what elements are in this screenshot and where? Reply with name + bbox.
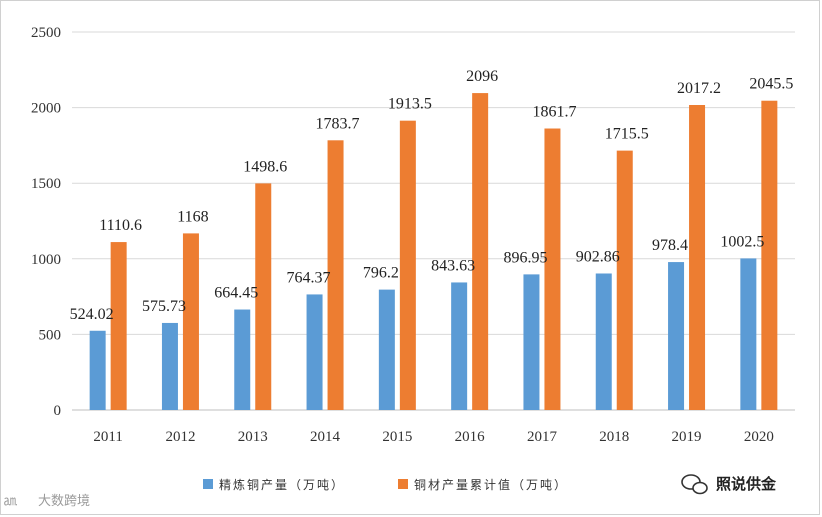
- bar-refined-copper: [595, 273, 612, 410]
- bars: [89, 93, 778, 410]
- y-tick-label: 1000: [31, 252, 61, 268]
- data-label-refined-copper: 843.63: [431, 257, 475, 274]
- watermark-left: ㏂ 大数跨境: [4, 494, 90, 509]
- y-tick-label: 0: [54, 403, 62, 419]
- data-label-copper-material: 1498.6: [243, 158, 287, 175]
- data-labels: 524.02 1110.6 575.73 1168 664.45 1498.6 764.37…: [70, 68, 794, 323]
- data-label-refined-copper: 1002.5: [720, 233, 764, 250]
- y-tick-label: 1500: [31, 176, 61, 192]
- bar-copper-material: [110, 242, 127, 410]
- x-axis-ticks: 2011 2012 2013 2014 2015 2016 2017 2018 2019 2020: [93, 429, 773, 445]
- bar-refined-copper: [451, 282, 468, 410]
- data-label-copper-material: 1913.5: [388, 96, 432, 113]
- bar-refined-copper: [306, 294, 323, 410]
- data-label-refined-copper: 796.2: [363, 265, 399, 282]
- data-label-refined-copper: 896.95: [503, 249, 547, 266]
- x-tick-label: 2018: [599, 429, 629, 445]
- x-tick-label: 2011: [93, 429, 122, 445]
- bar-refined-copper: [523, 274, 540, 410]
- data-label-refined-copper: 978.4: [652, 237, 688, 254]
- y-tick-label: 2000: [31, 101, 61, 117]
- bar-copper-material: [616, 150, 633, 410]
- data-label-refined-copper: 664.45: [214, 285, 258, 302]
- bar-refined-copper: [378, 289, 395, 410]
- watermark-logo-icon: ㏂: [4, 494, 17, 509]
- data-label-copper-material: 1861.7: [532, 104, 576, 121]
- data-label-copper-material: 1783.7: [316, 115, 360, 132]
- x-tick-label: 2019: [672, 429, 702, 445]
- data-label-copper-material: 2045.5: [749, 76, 793, 93]
- x-tick-label: 2014: [310, 429, 341, 445]
- bar-copper-material: [544, 128, 561, 410]
- bar-refined-copper: [740, 258, 757, 410]
- y-axis-ticks: 0 500 1000 1500 2000 2500: [31, 25, 61, 419]
- bar-copper-material: [327, 140, 344, 410]
- data-label-copper-material: 2017.2: [677, 80, 721, 97]
- data-label-refined-copper: 902.86: [576, 248, 620, 265]
- wechat-icon: [681, 474, 708, 495]
- legend: 精炼铜产量（万吨） 铜材产量累计值（万吨）: [203, 477, 568, 492]
- bar-refined-copper: [234, 309, 251, 410]
- x-tick-label: 2012: [165, 429, 195, 445]
- bar-copper-material: [182, 233, 199, 410]
- x-tick-label: 2016: [455, 429, 486, 445]
- data-label-refined-copper: 764.37: [287, 269, 331, 286]
- bar-refined-copper: [668, 262, 685, 410]
- bar-copper-material: [761, 100, 778, 410]
- watermark-right: 照说供金: [681, 474, 777, 495]
- bar-copper-material: [689, 104, 706, 410]
- bar-copper-material: [255, 183, 272, 410]
- data-label-copper-material: 1110.6: [99, 217, 142, 234]
- bar-refined-copper: [89, 330, 106, 410]
- data-label-copper-material: 2096: [466, 68, 498, 85]
- x-tick-label: 2015: [382, 429, 412, 445]
- legend-label-copper-material: 铜材产量累计值（万吨）: [414, 477, 568, 492]
- legend-swatch-copper-material: [398, 479, 408, 489]
- data-label-refined-copper: 575.73: [142, 298, 186, 315]
- bar-refined-copper: [161, 322, 178, 410]
- legend-label-refined-copper: 精炼铜产量（万吨）: [219, 477, 345, 492]
- x-tick-label: 2020: [744, 429, 774, 445]
- data-label-refined-copper: 524.02: [70, 306, 114, 323]
- legend-swatch-refined-copper: [203, 479, 213, 489]
- data-label-copper-material: 1715.5: [605, 126, 649, 143]
- bar-copper-material: [472, 93, 489, 410]
- x-tick-label: 2017: [527, 429, 558, 445]
- bar-copper-material: [399, 120, 416, 410]
- x-tick-label: 2013: [238, 429, 268, 445]
- y-tick-label: 500: [39, 327, 62, 343]
- data-label-copper-material: 1168: [177, 208, 208, 225]
- y-tick-label: 2500: [31, 25, 61, 41]
- watermark-right-text: 照说供金: [716, 475, 777, 493]
- watermark-left-text: 大数跨境: [38, 494, 90, 509]
